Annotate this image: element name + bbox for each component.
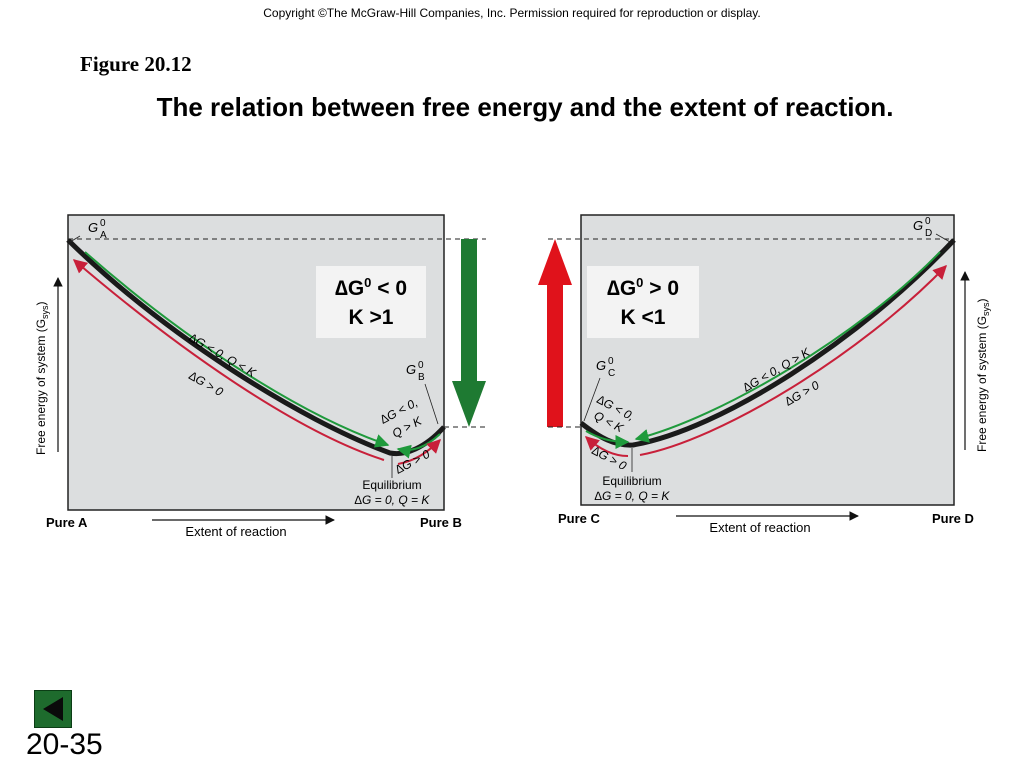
left-panel: G 0 A G 0 B ∆G < 0, Q < K ∆G > 0 ∆G < 0,… — [34, 214, 486, 539]
left-start-pointer — [69, 235, 81, 243]
left-start-sup: 0 — [100, 218, 106, 229]
right-min-sup: 0 — [608, 356, 614, 367]
left-y-axis-label: Free energy of system (Gsys) — [34, 301, 50, 455]
right-min-label: G — [596, 358, 606, 373]
left-green-curve-arrow — [84, 251, 390, 448]
previous-slide-button[interactable] — [34, 690, 72, 728]
right-min-sub: C — [608, 368, 615, 379]
right-box-line2: K <1 — [621, 306, 666, 329]
left-min-label: G — [406, 362, 416, 377]
right-panel: G 0 D G 0 C ∆G < 0, Q > K ∆G > 0 ∆G < 0,… — [548, 214, 991, 535]
copyright-notice: Copyright ©The McGraw-Hill Companies, In… — [263, 6, 761, 20]
left-x-end-label: Pure B — [420, 515, 462, 530]
right-min-pointer — [583, 377, 601, 422]
left-green-short-arrow — [396, 433, 441, 459]
back-triangle-icon — [43, 697, 63, 721]
right-end-sub: D — [925, 228, 932, 239]
left-start-label: G — [88, 220, 98, 235]
left-min-sub: B — [418, 372, 425, 383]
right-green-short-arrow — [585, 430, 630, 449]
right-red-short-arrow — [584, 436, 629, 457]
right-end-label: G — [913, 218, 923, 233]
right-end-sup: 0 — [925, 216, 931, 227]
right-equilibrium-title: Equilibrium — [602, 474, 661, 488]
green-decrease-arrow — [452, 239, 486, 427]
left-start-sub: A — [100, 230, 107, 241]
right-x-axis-label: Extent of reaction — [709, 520, 810, 535]
left-condition-box — [316, 266, 426, 338]
slide-number: 20-35 — [26, 728, 103, 761]
left-x-start-label: Pure A — [46, 515, 88, 530]
left-equilibrium-title: Equilibrium — [362, 478, 421, 492]
left-box-line2: K >1 — [349, 306, 394, 329]
left-red-short-arrow — [397, 439, 441, 465]
right-x-start-label: Pure C — [558, 511, 601, 526]
right-box-line1: ∆G0 > 0 — [607, 275, 679, 300]
right-equilibrium-condition: ∆G = 0, Q = K — [595, 489, 671, 503]
left-min-pointer — [424, 383, 439, 425]
slide-title: The relation between free energy and the… — [156, 92, 894, 122]
red-increase-arrow — [538, 239, 572, 427]
right-x-end-label: Pure D — [932, 511, 974, 526]
left-box-line1: ∆G0 < 0 — [335, 275, 407, 300]
right-condition-box — [587, 266, 699, 338]
left-panel-frame — [67, 214, 445, 511]
right-red-curve-arrow — [639, 264, 947, 456]
right-panel-frame — [580, 214, 955, 506]
right-green-curve-arrow — [634, 251, 941, 443]
left-min-sup: 0 — [418, 360, 424, 371]
left-red-curve-arrow — [72, 259, 385, 461]
right-y-axis-label: Free energy of system (Gsys) — [975, 298, 991, 452]
left-equilibrium-condition: ∆G = 0, Q = K — [355, 493, 431, 507]
right-end-pointer — [935, 233, 951, 243]
left-x-axis-label: Extent of reaction — [185, 524, 286, 539]
figure-label: Figure 20.12 — [80, 52, 192, 76]
